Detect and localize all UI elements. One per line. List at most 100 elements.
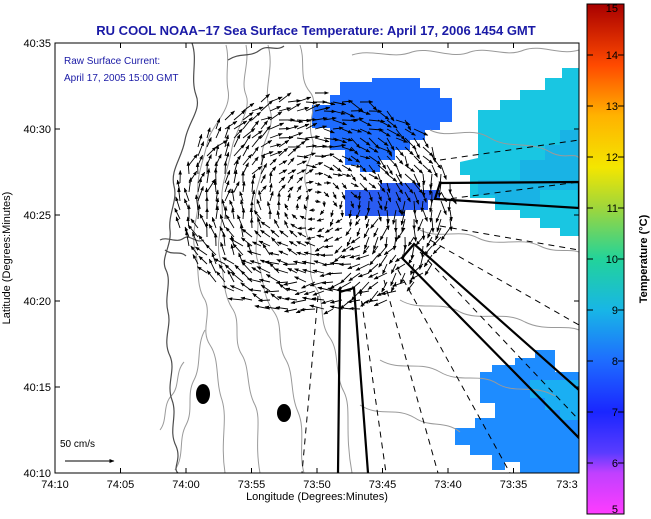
- colorbar-tick-label: 10: [606, 254, 618, 266]
- current-vector: [314, 137, 330, 143]
- x-tick-label: 74:05: [107, 479, 135, 491]
- current-vector: [208, 258, 217, 274]
- current-vector: [305, 100, 318, 105]
- current-vector: [323, 128, 335, 134]
- current-vector: [440, 164, 447, 180]
- current-vector: [377, 110, 390, 120]
- current-vector: [345, 227, 352, 236]
- current-vector: [260, 221, 271, 229]
- current-vector: [290, 223, 298, 229]
- current-vector: [190, 218, 199, 229]
- current-vector: [341, 137, 353, 142]
- colorbar-tick-label: 11: [607, 203, 618, 215]
- current-vector: [188, 153, 198, 166]
- current-vector: [323, 137, 340, 142]
- current-vector: [314, 144, 327, 149]
- colorbar-ticks: 5 6 7 8 9 10 11 12 13 14 15: [587, 3, 624, 516]
- current-vector: [401, 218, 406, 233]
- current-vector: [220, 241, 226, 256]
- current-vector: [323, 173, 333, 179]
- sst-patch-southeast-shade: [530, 380, 579, 420]
- current-vector: [260, 229, 271, 238]
- current-vector: [384, 236, 388, 249]
- current-vector: [287, 169, 297, 175]
- current-vector: [388, 254, 397, 265]
- current-vector: [356, 227, 361, 237]
- current-vector: [422, 155, 434, 164]
- current-vector: [323, 116, 337, 121]
- current-vector: [368, 137, 380, 149]
- current-vector: [269, 182, 273, 193]
- current-vector: [309, 304, 325, 310]
- current-vector: [332, 164, 342, 172]
- current-vector: [368, 290, 379, 303]
- current-vector: [404, 146, 414, 156]
- current-vector: [357, 200, 362, 210]
- current-vector: [296, 123, 310, 130]
- current-vector: [368, 164, 376, 175]
- current-vector: [224, 264, 235, 274]
- current-vector: [260, 174, 266, 184]
- current-vector: [334, 236, 343, 241]
- current-vector: [386, 164, 393, 175]
- current-vector: [267, 201, 271, 211]
- current-vector: [290, 299, 307, 305]
- lane-solid-box: [433, 180, 579, 210]
- current-vector: [390, 272, 397, 287]
- current-vector: [197, 177, 202, 193]
- current-vector: [392, 281, 406, 287]
- annotation-line-2: April 17, 2005 15:00 GMT: [64, 73, 179, 84]
- current-vector: [260, 185, 267, 193]
- current-vector: [359, 119, 372, 127]
- current-vector: [296, 137, 310, 141]
- colorbar-tick-label: 15: [606, 3, 618, 15]
- current-vector: [260, 153, 265, 166]
- current-vector: [395, 146, 404, 157]
- current-vector: [233, 133, 241, 148]
- current-vector: [354, 218, 361, 226]
- current-vector: [404, 173, 417, 185]
- current-vector: [431, 164, 438, 178]
- current-vector: [305, 180, 314, 185]
- current-vector: [435, 227, 442, 241]
- current-vector: [258, 240, 271, 247]
- current-vector: [359, 146, 371, 153]
- current-vector: [395, 164, 402, 179]
- y-tick-label: 40:30: [23, 124, 51, 136]
- current-vector: [332, 155, 344, 163]
- current-vector: [359, 155, 371, 160]
- coastline-bay: [227, 45, 285, 61]
- current-vector: [206, 127, 211, 139]
- current-vector: [415, 236, 424, 246]
- current-vector: [296, 240, 307, 247]
- current-vector: [269, 105, 282, 112]
- current-vector: [350, 128, 363, 133]
- current-vector: [314, 154, 327, 159]
- current-vector: [296, 185, 302, 193]
- current-vector: [305, 194, 309, 202]
- current-vector: [314, 116, 328, 121]
- current-vector: [390, 263, 397, 275]
- current-vector: [395, 263, 406, 271]
- current-vector: [241, 261, 253, 274]
- current-vector: [413, 182, 423, 194]
- current-vector: [305, 152, 316, 157]
- current-vector: [278, 139, 290, 148]
- current-vector: [197, 185, 204, 202]
- current-vector: [257, 189, 262, 202]
- current-vector: [242, 144, 250, 157]
- current-vector: [306, 236, 316, 240]
- current-vector: [377, 119, 392, 128]
- current-vector: [230, 243, 235, 256]
- current-vector: [413, 191, 420, 205]
- current-vector: [386, 182, 391, 194]
- current-vector: [332, 126, 344, 131]
- current-vector: [221, 285, 235, 292]
- current-vector: [323, 101, 336, 106]
- current-vector: [278, 184, 286, 193]
- current-vector: [341, 128, 353, 134]
- lane-dashed-line: [397, 269, 511, 473]
- current-vector: [355, 263, 370, 271]
- current-vector: [317, 227, 325, 233]
- current-vector: [260, 163, 268, 175]
